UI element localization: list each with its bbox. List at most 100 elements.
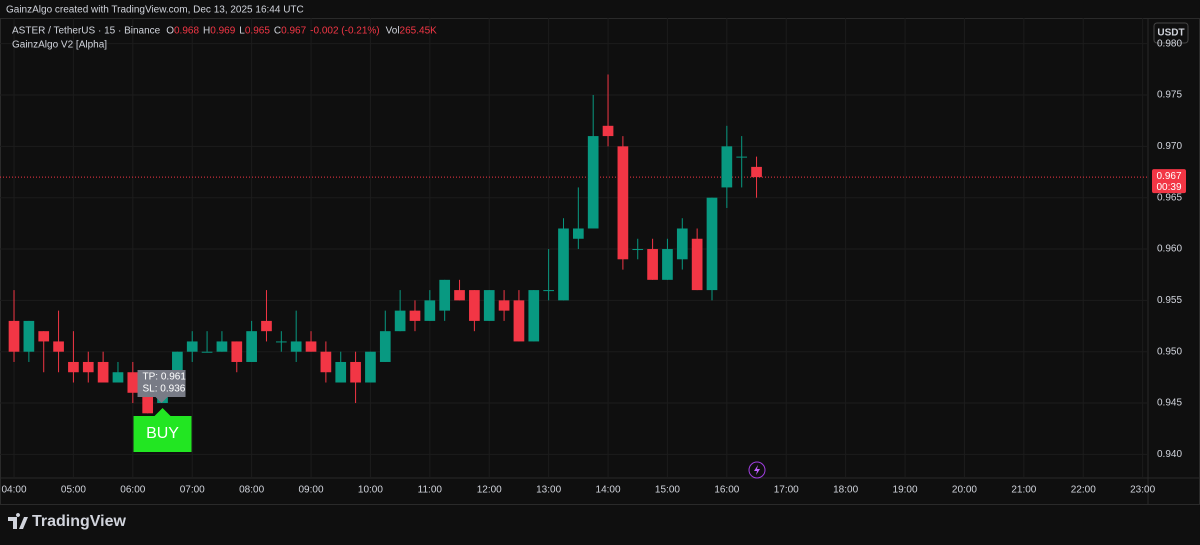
- x-tick-label: 07:00: [180, 485, 205, 496]
- price-tag-value: 0.967: [1156, 171, 1181, 182]
- x-tick-label: 20:00: [952, 485, 977, 496]
- logo: [8, 513, 28, 529]
- candle-body: [617, 146, 629, 260]
- change: -0.002 (-0.21%): [310, 26, 379, 37]
- open: 0.968: [174, 26, 199, 37]
- candle-body: [82, 361, 94, 373]
- candle-body: [439, 279, 451, 311]
- candle-body: [721, 146, 733, 188]
- candle-body: [751, 166, 762, 178]
- candle-body: [320, 351, 332, 373]
- candle-body: [587, 136, 599, 229]
- event-icon-bolt: [754, 465, 760, 475]
- indicator: GainzAlgo V2 [Alpha]: [12, 40, 107, 51]
- candle-body: [290, 341, 302, 352]
- x-tick-label: 15:00: [655, 485, 680, 496]
- high: 0.969: [210, 26, 235, 37]
- x-tick-label: 17:00: [774, 485, 799, 496]
- candle-body: [112, 372, 124, 383]
- candle-body: [409, 310, 421, 321]
- candle-body: [469, 290, 480, 321]
- sl-label: SL: 0.936: [143, 384, 186, 395]
- candle-body: [275, 341, 287, 343]
- vol-label: Vol: [386, 26, 400, 37]
- y-tick-label: 0.940: [1157, 449, 1182, 460]
- x-tick-label: 22:00: [1071, 485, 1096, 496]
- candle-body: [662, 249, 673, 280]
- x-tick-label: 11:00: [418, 485, 443, 496]
- x-tick-label: 04:00: [2, 485, 27, 496]
- candle-body: [365, 351, 376, 383]
- y-tick-label: 0.975: [1157, 90, 1182, 101]
- candle-body: [127, 372, 139, 393]
- candle-body: [231, 341, 243, 362]
- y-tick-label: 0.960: [1157, 244, 1182, 255]
- candle-body: [691, 238, 703, 291]
- x-tick-label: 05:00: [61, 485, 86, 496]
- candle-body: [647, 249, 658, 280]
- l-label: L: [239, 26, 245, 37]
- c-label: C: [274, 26, 281, 37]
- brand: TradingView: [32, 513, 127, 530]
- currency[interactable]: USDT: [1157, 28, 1184, 39]
- candle-body: [23, 320, 35, 352]
- candle-body: [216, 341, 228, 352]
- x-tick-label: 18:00: [833, 485, 858, 496]
- candle-body: [142, 392, 154, 414]
- x-tick-label: 21:00: [1011, 485, 1036, 496]
- x-tick-label: 06:00: [120, 485, 145, 496]
- h-label: H: [203, 26, 210, 37]
- legend: ASTER / TetherUS · 15 · Binance O 0.968 H 0.…: [12, 26, 437, 37]
- buy-label: BUY: [146, 425, 179, 442]
- y-tick-label: 0.970: [1157, 141, 1182, 152]
- candle-body: [186, 341, 198, 352]
- candle-body: [305, 341, 317, 352]
- candle-body: [172, 351, 183, 383]
- y-tick-label: 0.965: [1157, 192, 1182, 203]
- y-tick-label: 0.945: [1157, 398, 1182, 409]
- currency-button[interactable]: [1153, 22, 1189, 44]
- candle-body: [394, 310, 406, 332]
- y-tick-label: 0.950: [1157, 346, 1182, 357]
- tp-label: TP: 0.961: [143, 372, 187, 383]
- event-icon[interactable]: [748, 461, 766, 479]
- candle-body: [379, 331, 391, 362]
- countdown: 00:39: [1156, 182, 1181, 193]
- candle-body: [261, 320, 272, 332]
- y-tick-label: 0.980: [1157, 38, 1182, 49]
- candle-body: [350, 361, 361, 383]
- y-tick-label: 0.955: [1157, 295, 1182, 306]
- candle-body: [632, 249, 644, 251]
- low: 0.965: [245, 26, 270, 37]
- candle-body: [454, 290, 465, 301]
- x-tick-label: 09:00: [299, 485, 324, 496]
- candle-body: [53, 341, 64, 352]
- candle-body: [736, 156, 748, 158]
- candle-body: [528, 290, 540, 342]
- candle-body: [68, 361, 79, 373]
- candle-body: [97, 361, 109, 383]
- candle-body: [483, 290, 495, 321]
- candle-body: [335, 361, 347, 383]
- candle-body: [543, 290, 554, 292]
- x-tick-label: 12:00: [477, 485, 502, 496]
- candle-body: [558, 228, 569, 301]
- price-tag: [1152, 169, 1186, 194]
- credit: GainzAlgo created with TradingView.com, …: [6, 5, 304, 16]
- symbol: ASTER / TetherUS · 15 · Binance: [12, 26, 161, 37]
- x-tick-label: 08:00: [239, 485, 264, 496]
- candle-body: [246, 331, 257, 362]
- candle-body: [201, 351, 213, 353]
- candle-body: [8, 320, 20, 352]
- x-tick-label: 16:00: [714, 485, 739, 496]
- candle-body: [424, 300, 436, 321]
- x-tick-label: 13:00: [536, 485, 561, 496]
- candle-body: [38, 331, 50, 342]
- candle-body: [498, 300, 510, 311]
- x-tick-label: 19:00: [893, 485, 918, 496]
- close: 0.967: [281, 26, 306, 37]
- o-label: O: [166, 26, 174, 37]
- candle-body: [676, 228, 688, 260]
